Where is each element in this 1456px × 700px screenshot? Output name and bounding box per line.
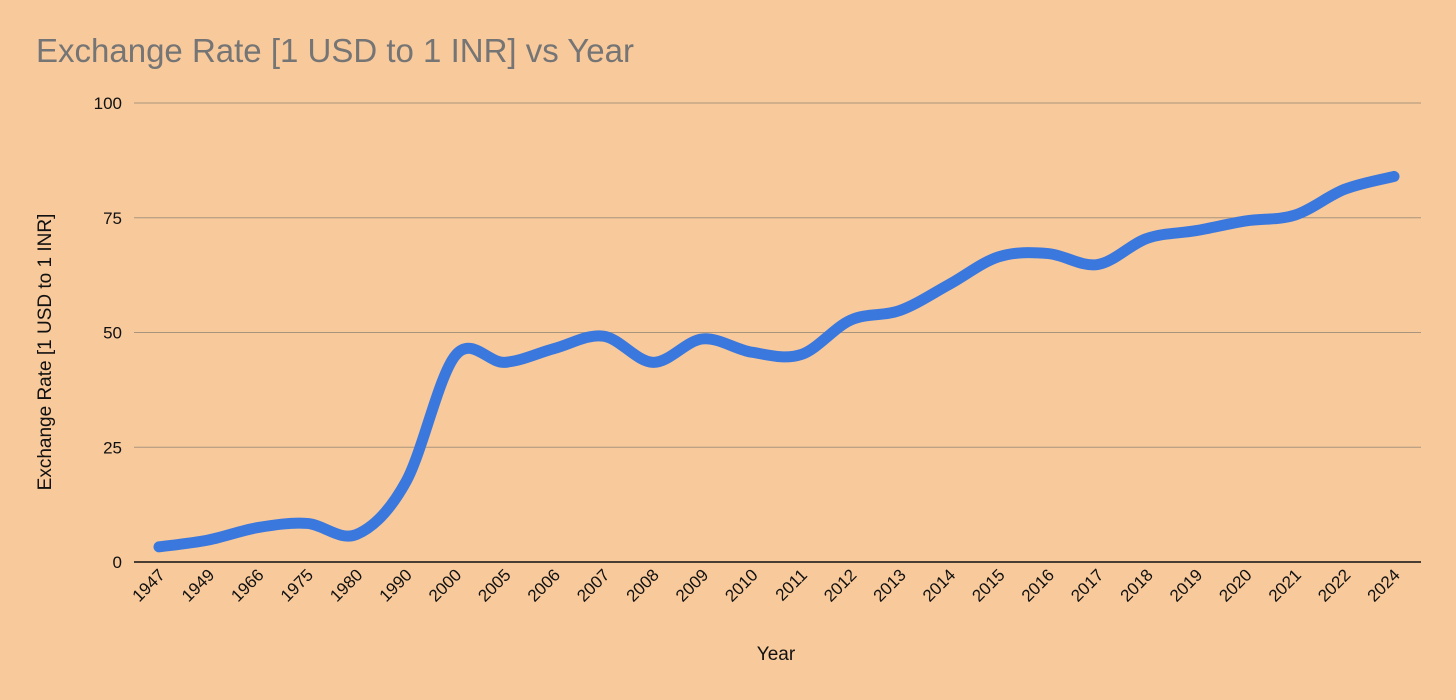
x-tick-label: 1966 bbox=[227, 565, 267, 605]
x-tick-label: 1980 bbox=[326, 565, 366, 605]
x-tick-label: 1949 bbox=[178, 565, 218, 605]
gridlines bbox=[134, 102, 1421, 563]
x-tick-label: 2012 bbox=[820, 565, 860, 605]
series-line bbox=[153, 170, 1400, 553]
y-tick-label: 0 bbox=[113, 553, 122, 572]
x-tick-label: 2022 bbox=[1314, 565, 1354, 605]
x-tick-label: 1975 bbox=[277, 565, 317, 605]
x-tick-label: 2019 bbox=[1166, 565, 1206, 605]
y-tick-label: 100 bbox=[94, 94, 122, 113]
x-tick-label: 2006 bbox=[524, 565, 564, 605]
series-layer bbox=[153, 170, 1400, 553]
x-tick-label: 2014 bbox=[919, 565, 959, 605]
chart-title: Exchange Rate [1 USD to 1 INR] vs Year bbox=[36, 32, 634, 69]
x-tick-label: 2021 bbox=[1265, 565, 1305, 605]
x-tick-label: 2016 bbox=[1018, 565, 1058, 605]
x-tick-label: 2013 bbox=[870, 565, 910, 605]
y-axis-title: Exchange Rate [1 USD to 1 INR] bbox=[35, 214, 56, 491]
x-axis-title: Year bbox=[757, 644, 796, 665]
x-tick-label: 2015 bbox=[968, 565, 1008, 605]
x-tick-label: 2007 bbox=[573, 565, 613, 605]
x-tick-label: 1947 bbox=[129, 565, 169, 605]
x-tick-label: 2017 bbox=[1067, 565, 1107, 605]
y-tick-label: 75 bbox=[103, 209, 122, 228]
x-axis-ticks: 1947 1949 1966 1975 1980 1990 2000 2005 2006 2007… bbox=[129, 565, 1404, 605]
y-tick-label: 25 bbox=[103, 438, 122, 457]
x-tick-label: 2011 bbox=[772, 565, 811, 604]
x-tick-label: 2020 bbox=[1215, 565, 1255, 605]
x-tick-label: 2009 bbox=[672, 565, 712, 605]
x-tick-label: 2000 bbox=[425, 565, 465, 605]
x-tick-label: 2018 bbox=[1117, 565, 1157, 605]
x-tick-label: 2005 bbox=[474, 565, 514, 605]
x-tick-label: 2010 bbox=[721, 565, 761, 605]
x-tick-label: 1990 bbox=[376, 565, 416, 605]
x-tick-label: 2008 bbox=[623, 565, 663, 605]
x-tick-label: 2024 bbox=[1364, 565, 1404, 605]
y-axis-ticks: 0 25 50 75 100 bbox=[94, 94, 122, 572]
y-tick-label: 50 bbox=[103, 324, 122, 343]
